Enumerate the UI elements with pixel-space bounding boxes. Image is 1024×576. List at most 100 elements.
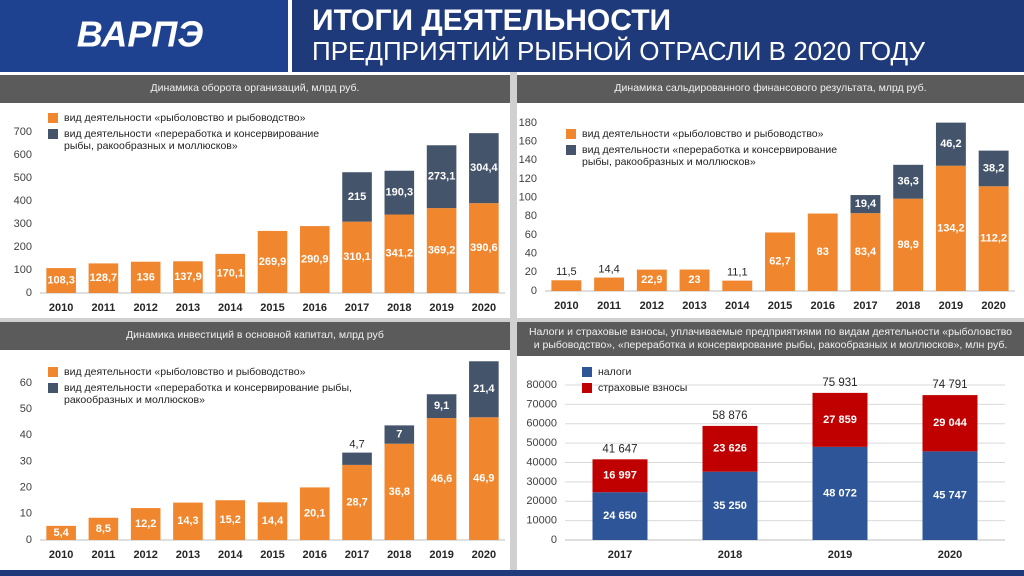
- y-tick-label: 0: [551, 534, 557, 546]
- legend-item: налоги: [582, 366, 732, 378]
- legend-swatch: [566, 129, 576, 139]
- legend-item: вид деятельности «переработка и консерви…: [48, 128, 348, 152]
- data-label: 269,9: [259, 256, 287, 268]
- panel-title-band: [0, 75, 510, 103]
- bar-segment: [342, 221, 372, 293]
- y-tick-label: 200: [14, 241, 32, 253]
- x-tick-label: 2013: [176, 302, 200, 314]
- data-label: 36,3: [897, 176, 918, 188]
- y-tick-label: 70000: [526, 398, 557, 410]
- x-tick-label: 2018: [387, 549, 411, 561]
- data-label: 28,7: [346, 496, 367, 508]
- y-tick-label: 50000: [526, 437, 557, 449]
- legend-item: вид деятельности «рыболовство и рыбоводс…: [48, 112, 348, 124]
- legend-swatch: [582, 383, 592, 394]
- x-tick-label: 2018: [896, 300, 920, 312]
- bar-segment: [807, 213, 838, 291]
- data-label: 46,2: [940, 138, 961, 150]
- data-label: 310,1: [343, 251, 371, 263]
- bar-segment: [702, 471, 758, 540]
- panel-title-box: Динамика сальдированного финансового рез…: [614, 82, 927, 95]
- data-label: 108,3: [47, 274, 75, 286]
- data-label: 290,9: [301, 253, 329, 265]
- bar-segment: [384, 443, 415, 540]
- data-label: 22,9: [641, 274, 662, 286]
- data-label: 14,4: [262, 515, 284, 527]
- data-label: 304,4: [470, 162, 498, 174]
- bar-segment: [679, 269, 710, 291]
- x-tick-label: 2017: [608, 549, 632, 561]
- data-label: 19,4: [855, 198, 877, 210]
- x-tick-label: 2018: [718, 549, 742, 561]
- bar-segment: [592, 459, 648, 493]
- panel-title: Динамика инвестиций в основной капитал, …: [126, 329, 384, 342]
- bar-segment: [636, 269, 667, 291]
- bar-segment: [88, 263, 119, 293]
- bar-segment: [384, 425, 415, 444]
- data-label: 36,8: [389, 486, 410, 498]
- data-label: 112,2: [980, 233, 1007, 245]
- legend-label: вид деятельности «переработка и консерви…: [64, 382, 352, 407]
- y-tick-label: 40: [525, 248, 537, 260]
- bar-segment: [469, 361, 499, 418]
- header-separator: [288, 0, 292, 72]
- x-tick-label: 2015: [768, 300, 792, 312]
- panel-title: Динамика сальдированного финансового рез…: [614, 82, 927, 95]
- data-label: 23 626: [713, 443, 747, 455]
- data-label: 46,6: [431, 473, 452, 485]
- y-tick-label: 50: [20, 403, 32, 415]
- y-tick-label: 80000: [526, 379, 557, 391]
- y-tick-label: 20000: [526, 495, 557, 507]
- legend-swatch: [48, 113, 58, 123]
- data-label: 369,2: [428, 244, 456, 256]
- data-label: 21,4: [473, 383, 495, 395]
- data-label: 170,1: [216, 267, 244, 279]
- bar-segment: [215, 500, 246, 540]
- bar-segment: [551, 280, 582, 291]
- legend-item: страховые взносы: [582, 382, 732, 394]
- panel-title-band: [517, 322, 1024, 356]
- data-label: 9,1: [434, 400, 449, 412]
- bar-segment: [215, 253, 246, 293]
- y-tick-label: 300: [14, 218, 32, 230]
- legend-swatch: [48, 383, 58, 394]
- y-tick-label: 0: [26, 534, 32, 546]
- data-label: 24 650: [603, 510, 637, 522]
- data-label: 134,2: [937, 222, 965, 234]
- x-tick-label: 2011: [91, 549, 115, 561]
- y-tick-label: 0: [26, 287, 32, 299]
- panel-title-band: [0, 322, 510, 350]
- x-tick-label: 2012: [133, 302, 157, 314]
- y-tick-label: 500: [14, 172, 32, 184]
- bar-segment: [978, 186, 1009, 291]
- y-tick-label: 140: [519, 154, 537, 166]
- y-tick-label: 400: [14, 195, 32, 207]
- header-subtitle: ПРЕДПРИЯТИЙ РЫБНОЙ ОТРАСЛИ В 2020 ГОДУ: [312, 36, 925, 66]
- bar-segment: [469, 133, 499, 204]
- data-label: 190,3: [386, 187, 414, 199]
- x-tick-label: 2019: [429, 302, 453, 314]
- total-label: 74 791: [932, 379, 967, 391]
- x-tick-label: 2011: [91, 302, 115, 314]
- legend: вид деятельности «рыболовство и рыбоводс…: [48, 112, 348, 152]
- x-tick-label: 2014: [725, 300, 750, 312]
- bar-segment: [469, 417, 499, 540]
- bar-segment: [342, 172, 372, 222]
- data-label: 46,9: [473, 473, 494, 485]
- bar-segment: [594, 277, 625, 291]
- bar-segment: [592, 492, 648, 540]
- data-label: 62,7: [769, 256, 790, 268]
- y-tick-label: 40: [20, 429, 32, 441]
- legend-box: налоги страховые взносы: [582, 366, 732, 394]
- bar-segment: [426, 208, 457, 293]
- legend-item: вид деятельности «переработка и консерви…: [566, 144, 856, 168]
- legend-swatch: [566, 145, 576, 156]
- data-label: 11,1: [727, 267, 748, 279]
- data-label: 35 250: [713, 500, 747, 512]
- header-title: ИТОГИ ДЕЯТЕЛЬНОСТИ: [312, 4, 671, 37]
- y-tick-label: 10: [20, 508, 32, 520]
- bar-segment: [893, 164, 924, 199]
- x-tick-label: 2010: [49, 302, 73, 314]
- footer-bar: [0, 570, 1024, 576]
- legend: вид деятельности «рыболовство и рыбоводс…: [48, 366, 378, 406]
